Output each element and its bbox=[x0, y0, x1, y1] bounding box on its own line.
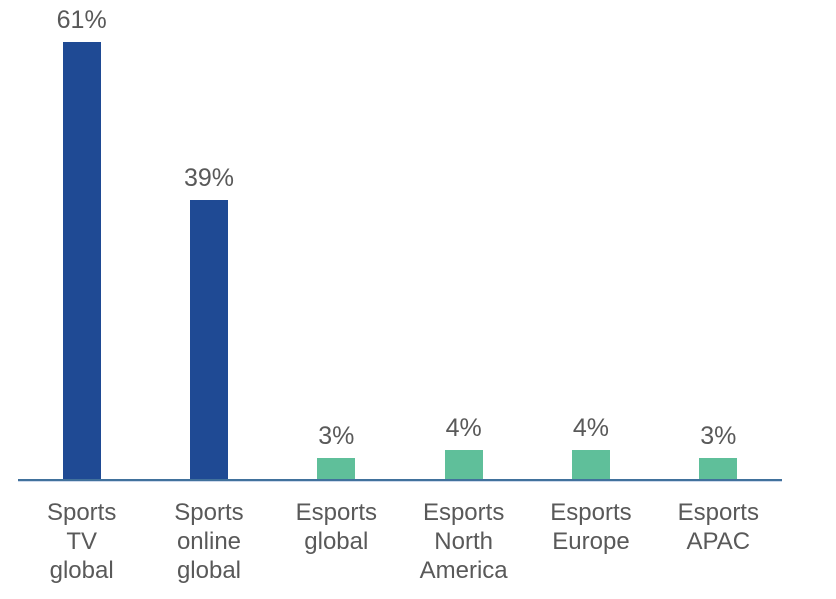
bar-value-label: 4% bbox=[445, 414, 482, 442]
category-label: Esports North America bbox=[419, 499, 508, 584]
bar bbox=[62, 42, 101, 479]
bar-value-label: 3% bbox=[700, 422, 737, 450]
category-label: Esports Europe bbox=[550, 499, 632, 555]
chart-column: 61% bbox=[18, 0, 145, 479]
bar bbox=[699, 458, 738, 479]
category-label: Esports APAC bbox=[677, 499, 759, 555]
bar-value-label: 61% bbox=[56, 6, 107, 34]
bar-value-label: 3% bbox=[318, 422, 355, 450]
bar-value-label: 39% bbox=[183, 164, 235, 192]
chart-column: 39% bbox=[145, 0, 272, 479]
chart-column: 4% bbox=[400, 0, 527, 479]
chart-column: 3% bbox=[273, 0, 400, 479]
plot-area: 61% 39% 3% 4% 4% 3% bbox=[18, 0, 782, 479]
category-label: Sports online global bbox=[174, 499, 244, 584]
bar-value-label: 4% bbox=[572, 414, 610, 442]
chart-column: 3% bbox=[655, 0, 782, 479]
bar bbox=[317, 458, 356, 479]
bars-row: 61% 39% 3% 4% 4% 3% bbox=[18, 0, 782, 479]
category-label: Esports global bbox=[295, 499, 377, 555]
bar bbox=[571, 450, 610, 479]
bar bbox=[189, 200, 228, 479]
x-axis-line bbox=[18, 479, 782, 482]
category-label: Sports TV global bbox=[46, 499, 117, 584]
bar bbox=[444, 450, 483, 479]
chart-column: 4% bbox=[527, 0, 654, 479]
x-axis-labels: Sports TV global Sports online global Espo… bbox=[18, 498, 782, 585]
